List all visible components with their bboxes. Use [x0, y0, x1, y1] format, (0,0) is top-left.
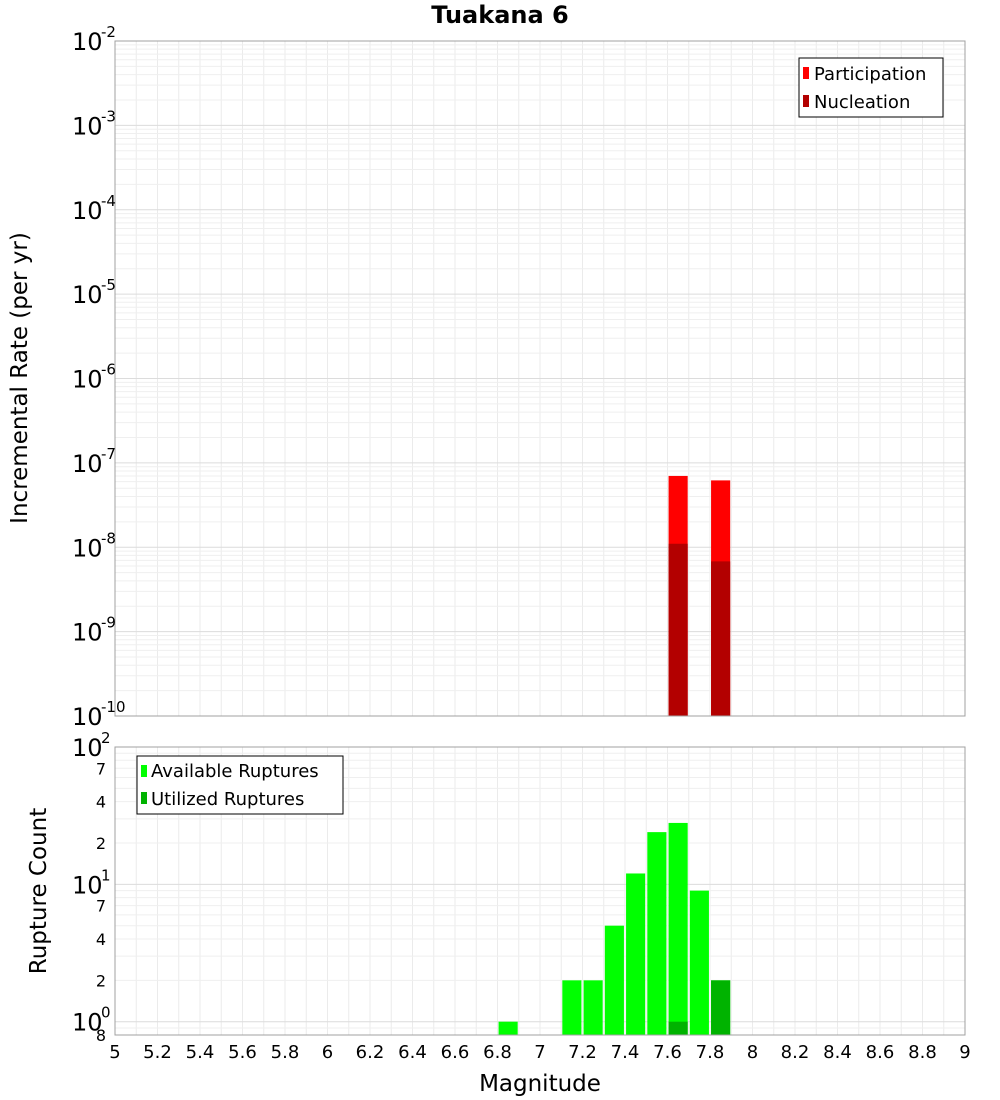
magnitude-x-axis-label: Magnitude — [479, 1071, 601, 1097]
magnitude-x-tick-label: 8.2 — [781, 1042, 810, 1063]
magnitude-x-tick-label: 6.8 — [483, 1042, 512, 1063]
participation-legend-label: Participation — [814, 64, 926, 85]
magnitude-x-ticks: 5 5.2 5.4 5.6 5.8 6 6.2 6.4 6.6 6.8 7 7.2 7.4 7.6 7.8 8… — [109, 1042, 970, 1063]
magnitude-x-tick-label: 9 — [959, 1042, 970, 1063]
count-y-minor-tick-label: 7 — [96, 759, 106, 778]
rate-y-axis-label: Incremental Rate (per yr) — [7, 232, 33, 524]
available-ruptures-bar — [583, 980, 603, 1035]
count-y-tick-label: 10 — [72, 871, 103, 899]
count-legend: Available Ruptures Utilized Ruptures — [136, 755, 344, 815]
rate-y-tick-exponent: -9 — [101, 614, 116, 632]
rate-y-tick-exponent: -10 — [101, 698, 126, 716]
nucleation-legend-label: Nucleation — [814, 92, 910, 113]
available-ruptures-bar — [562, 980, 582, 1035]
rate-legend: Participation Nucleation — [798, 57, 944, 118]
count-y-tick-label: 10 — [72, 1009, 103, 1037]
available-ruptures-bar — [647, 832, 667, 1035]
rate-y-tick-label: 10 — [72, 366, 103, 394]
rate-y-tick-label: 10 — [72, 28, 103, 56]
available-ruptures-bar — [626, 873, 646, 1035]
available-ruptures-bar — [689, 890, 709, 1035]
rate-y-tick-exponent: -8 — [101, 529, 116, 547]
rate-y-tick-label: 10 — [72, 703, 103, 731]
magnitude-x-tick-label: 6.2 — [356, 1042, 385, 1063]
count-y-tick-exponent: 2 — [101, 729, 111, 747]
rate-y-tick-exponent: -4 — [101, 192, 116, 210]
available-legend-label: Available Ruptures — [151, 761, 319, 782]
utilized-legend-swatch — [141, 792, 147, 804]
rate-y-tick-label: 10 — [72, 534, 103, 562]
available-ruptures-bar — [668, 822, 688, 1035]
count-legend-box — [136, 755, 344, 815]
count-y-minor-tick-label: 4 — [96, 930, 106, 949]
count-y-minor-tick-label: 4 — [96, 793, 106, 812]
nucleation-legend-swatch — [803, 95, 809, 107]
available-ruptures-bar — [498, 1021, 518, 1035]
magnitude-x-tick-label: 5 — [109, 1042, 120, 1063]
magnitude-x-tick-label: 8.6 — [866, 1042, 895, 1063]
available-legend-swatch — [141, 765, 147, 777]
magnitude-x-tick-label: 7.4 — [611, 1042, 640, 1063]
rate-y-tick-exponent: -5 — [101, 276, 116, 294]
magnitude-x-tick-label: 5.6 — [228, 1042, 257, 1063]
rate-y-tick-exponent: -3 — [101, 107, 116, 125]
magnitude-x-tick-label: 7.2 — [568, 1042, 597, 1063]
rate-y-tick-label: 10 — [72, 281, 103, 309]
count-y-minor-tick-label: 2 — [96, 971, 106, 990]
magnitude-x-tick-label: 8.4 — [823, 1042, 852, 1063]
count-y-tick-label: 10 — [72, 734, 103, 762]
magnitude-x-tick-label: 5.8 — [271, 1042, 300, 1063]
rate-y-tick-label: 10 — [72, 112, 103, 140]
magnitude-x-tick-label: 7.6 — [653, 1042, 682, 1063]
rate-y-tick-label: 10 — [72, 450, 103, 478]
magnitude-x-tick-label: 6.4 — [398, 1042, 427, 1063]
available-ruptures-bar — [604, 925, 624, 1035]
participation-legend-swatch — [803, 67, 809, 79]
utilized-ruptures-bar — [711, 980, 731, 1035]
count-y-tick-exponent: 1 — [101, 866, 111, 884]
magnitude-x-tick-label: 8.8 — [908, 1042, 937, 1063]
magnitude-x-tick-label: 5.2 — [143, 1042, 172, 1063]
count-y-tick-exponent: 0 — [101, 1004, 111, 1022]
chart-title: Tuakana 6 — [431, 1, 569, 29]
rate-y-tick-exponent: -7 — [101, 445, 116, 463]
rate-y-tick-label: 10 — [72, 197, 103, 225]
count-y-minor-tick-label: 7 — [96, 897, 106, 916]
rate-y-tick-exponent: -2 — [101, 23, 116, 41]
rate-plot-border — [114, 40, 966, 717]
nucleation-bar — [711, 561, 731, 716]
count-y-axis-label: Rupture Count — [26, 808, 52, 974]
magnitude-x-tick-label: 5.4 — [186, 1042, 215, 1063]
magnitude-x-tick-label: 6 — [322, 1042, 333, 1063]
count-bars — [498, 822, 731, 1035]
utilized-ruptures-bar — [668, 1021, 688, 1035]
utilized-legend-label: Utilized Ruptures — [151, 789, 304, 810]
magnitude-x-tick-label: 6.6 — [441, 1042, 470, 1063]
magnitude-x-tick-label: 7 — [534, 1042, 545, 1063]
count-y-minor-tick-label: 8 — [96, 1026, 106, 1045]
magnitude-x-tick-label: 7.8 — [696, 1042, 725, 1063]
nucleation-bar — [668, 543, 688, 716]
rate-gridlines — [114, 41, 966, 717]
rate-bars — [668, 475, 731, 716]
count-plot-border — [114, 746, 966, 1036]
rate-y-tick-label: 10 — [72, 619, 103, 647]
rate-legend-box — [798, 57, 944, 118]
rate-y-tick-exponent: -6 — [101, 361, 116, 379]
count-y-minor-tick-label: 2 — [96, 834, 106, 853]
magnitude-x-tick-label: 8 — [747, 1042, 758, 1063]
